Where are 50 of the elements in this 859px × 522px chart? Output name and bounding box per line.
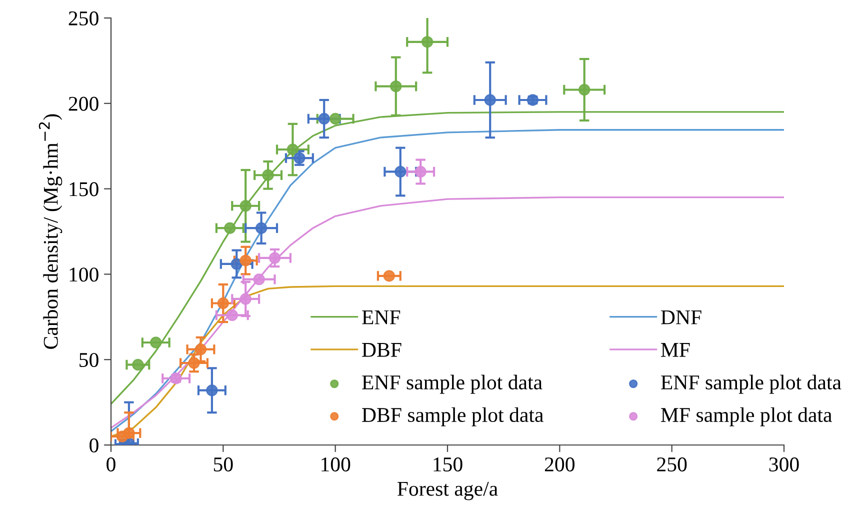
point [188, 357, 200, 369]
point [123, 427, 135, 439]
legend-label: ENF sample plot data [362, 374, 542, 394]
point [224, 222, 236, 234]
point [286, 144, 299, 156]
point [421, 36, 434, 48]
point [194, 344, 207, 356]
point [578, 84, 590, 96]
point [132, 358, 144, 371]
x-tick-label: 250 [657, 457, 687, 472]
point [240, 200, 252, 212]
x-tick-label: 200 [544, 457, 574, 472]
x-tick-label: 300 [769, 457, 799, 472]
legend-label: MF [661, 343, 690, 357]
point [255, 222, 268, 234]
point [253, 273, 265, 286]
point [240, 293, 252, 305]
y-tick-label: 200 [68, 96, 98, 111]
x-axis-title: Forest age/a [397, 482, 498, 500]
point [217, 297, 230, 310]
y-tick-label: 100 [70, 268, 98, 282]
point [329, 112, 342, 125]
point [383, 270, 396, 282]
legend-label: MF sample plot data [661, 407, 832, 426]
point [390, 80, 402, 92]
x-tick-label: 0 [106, 457, 116, 472]
point [240, 254, 252, 266]
point [206, 384, 218, 396]
point [414, 166, 426, 178]
legend-label: DNF [661, 310, 702, 324]
legend-label: ENF sample plot data [661, 374, 842, 394]
point [150, 336, 162, 348]
point [394, 166, 406, 178]
legend-label: DBF sample plot data [362, 407, 544, 426]
point [484, 94, 496, 106]
x-tick-label: 150 [434, 457, 462, 472]
legend-label: DBF [362, 343, 402, 357]
point [226, 309, 238, 322]
x-tick-label: 100 [322, 457, 350, 472]
point [318, 112, 330, 125]
y-tick-label: 150 [70, 182, 98, 196]
y-tick-label: 0 [90, 438, 98, 452]
x-tick-label: 50 [214, 457, 233, 472]
point [262, 169, 274, 181]
y-tick-label: 250 [68, 11, 98, 26]
legend-label: ENF [362, 310, 400, 324]
y-tick-label: 50 [80, 352, 98, 368]
y-axis-title: Carbon density/ (Mg·hm$^{−2}$) [38, 114, 62, 349]
point [268, 252, 281, 264]
point [230, 258, 242, 270]
